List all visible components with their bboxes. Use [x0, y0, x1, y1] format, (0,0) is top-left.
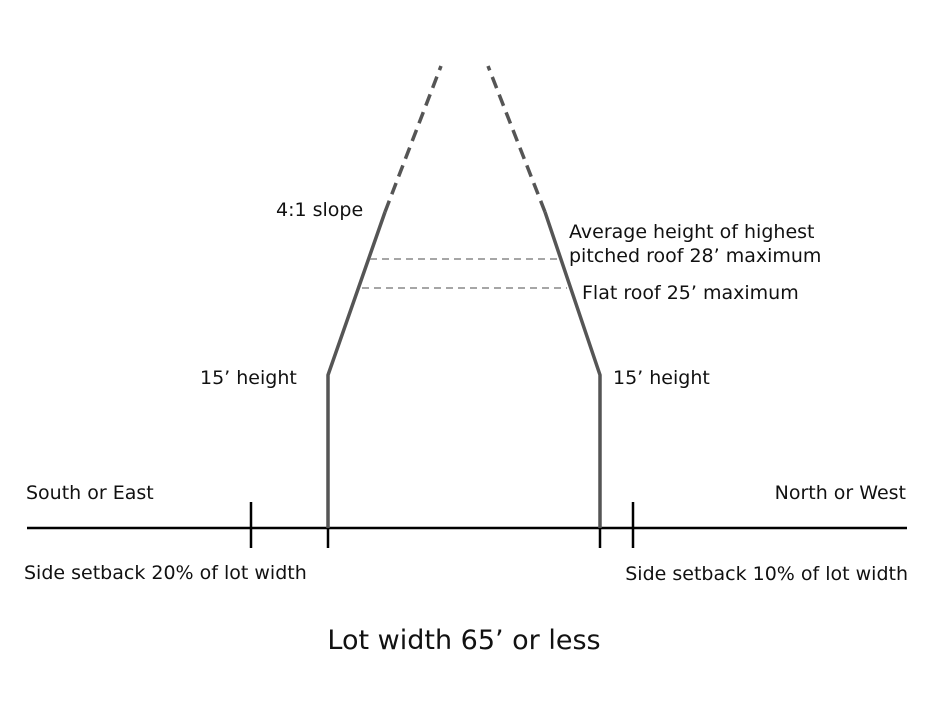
slope-label: 4:1 slope [276, 199, 363, 221]
caption: Lot width 65’ or less [327, 625, 600, 656]
setback-label: Side setback 20% of lot width [24, 562, 307, 584]
flat-roof-label: Flat roof 25’ maximum [582, 282, 799, 304]
side-label: South or East [26, 482, 154, 504]
left-slope-extension [383, 65, 443, 213]
right-slope-extension [486, 65, 547, 213]
left-envelope [326, 211, 387, 528]
pitched-roof-label: pitched roof 28’ maximum [569, 245, 821, 267]
height-label: 15’ height [200, 367, 297, 389]
side-label: North or West [775, 482, 906, 504]
pitched-roof-label: Average height of highest [569, 221, 814, 243]
setback-label: Side setback 10% of lot width [625, 563, 908, 585]
height-label: 15’ height [613, 367, 710, 389]
right-envelope [543, 211, 602, 528]
